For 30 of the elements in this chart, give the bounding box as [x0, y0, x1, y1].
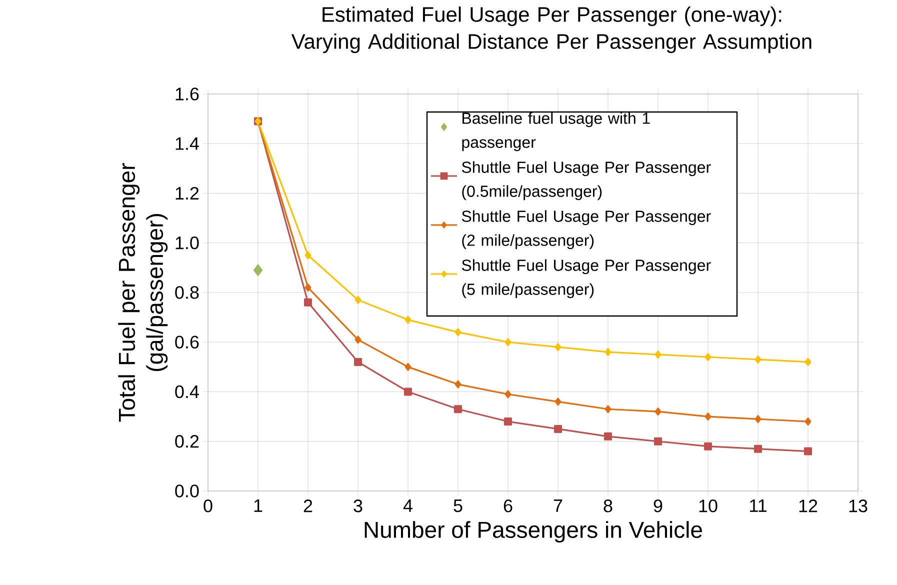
x-tick-label: 6: [504, 500, 512, 512]
x-axis-title: Number of Passengers in Vehicle: [364, 521, 702, 543]
legend-label: Shuttle Fuel Usage Per Passenger (2 mile/passenger): [462, 210, 711, 250]
y-tick-label: 1.4: [176, 137, 199, 150]
y-tick-label: 1.6: [176, 88, 199, 100]
y-tick-label: 0.2: [175, 435, 199, 448]
x-tick-label: 3: [354, 500, 362, 512]
y-tick-label: 0.8: [175, 286, 199, 299]
y-tick-label: 0.6: [175, 336, 199, 348]
y-tick-label: 0.0: [175, 484, 199, 498]
x-tick-label: 11: [750, 500, 766, 512]
x-tick-label: 12: [799, 500, 818, 512]
x-tick-label: 10: [699, 500, 718, 512]
legend-label: Shuttle Fuel Usage Per Passenger (5 mile/passenger): [462, 259, 711, 298]
x-tick-label: 1: [254, 500, 262, 512]
x-tick-label: 2: [304, 500, 312, 512]
x-tick-label: 4: [403, 500, 412, 512]
x-tick-label: 0: [204, 500, 212, 512]
legend-label: Baseline fuel usage with 1 passenger: [462, 112, 650, 152]
y-axis-title: Total Fuel per Passenger (gal/passenger): [118, 163, 168, 422]
y-tick-label: 0.4: [175, 385, 199, 398]
x-tick-label: 13: [849, 500, 868, 512]
x-tick-label: 5: [454, 500, 462, 512]
y-tick-label: 1.0: [176, 236, 199, 250]
x-tick-label: 8: [604, 500, 612, 512]
chart-title: Estimated Fuel Usage Per Passenger (one-way): Varying Additional Distance Per Passenger Assumption: [291, 6, 812, 54]
x-tick-label: 7: [554, 500, 562, 512]
x-tick-label: 9: [654, 500, 662, 512]
y-tick-label: 1.2: [176, 186, 199, 200]
legend-label: Shuttle Fuel Usage Per Passenger (0.5mile/passenger): [462, 161, 711, 200]
